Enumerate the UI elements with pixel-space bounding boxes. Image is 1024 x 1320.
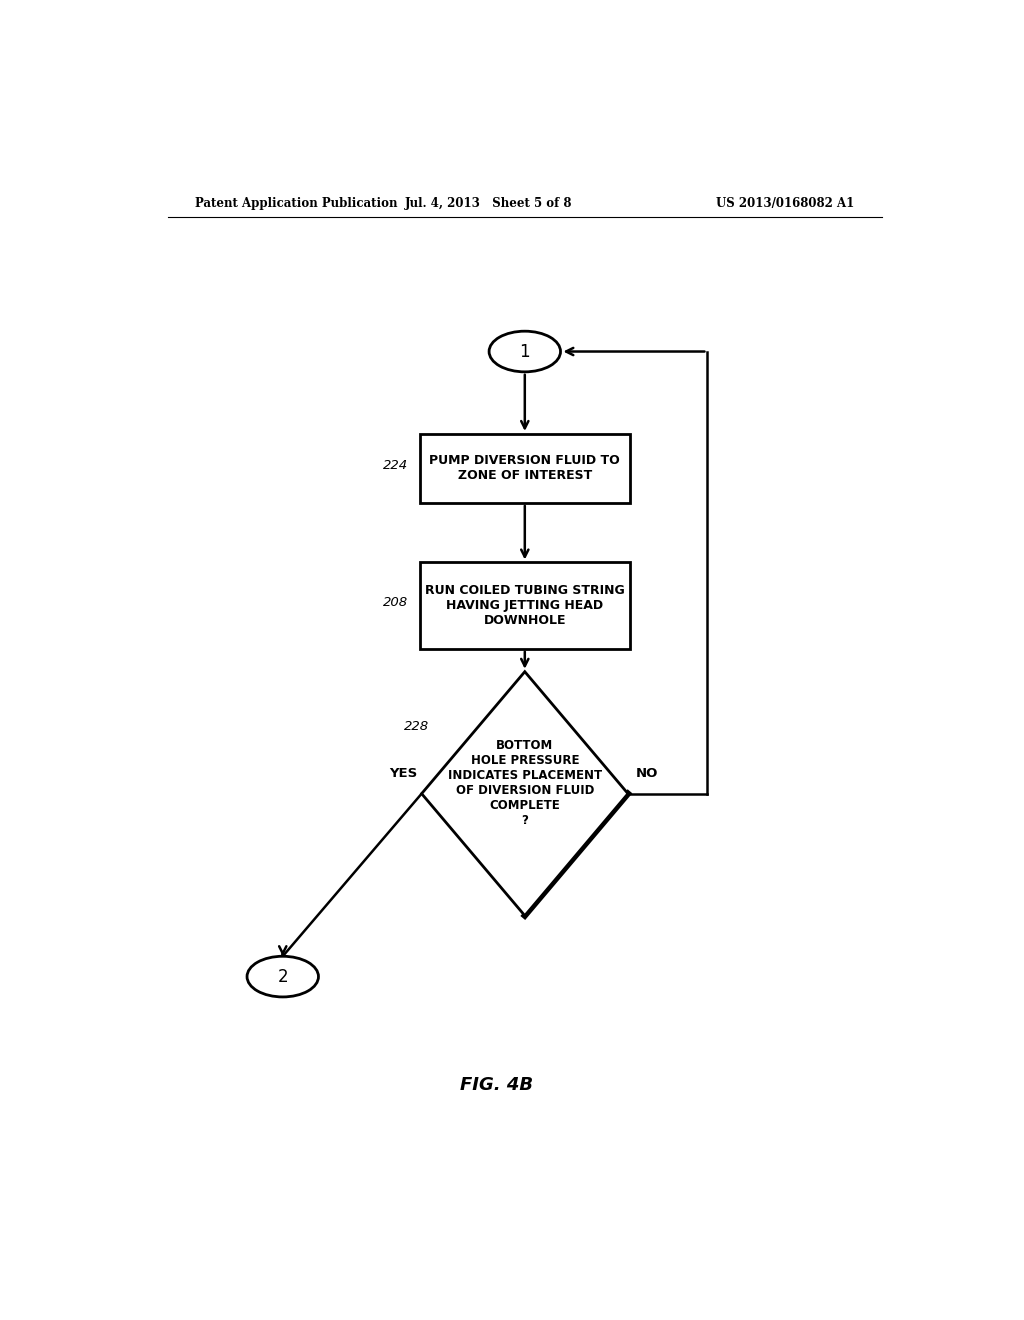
Ellipse shape [247,956,318,997]
Text: 208: 208 [383,597,408,609]
Text: PUMP DIVERSION FLUID TO
ZONE OF INTEREST: PUMP DIVERSION FLUID TO ZONE OF INTEREST [429,454,621,482]
Text: RUN COILED TUBING STRING
HAVING JETTING HEAD
DOWNHOLE: RUN COILED TUBING STRING HAVING JETTING … [425,585,625,627]
Text: 2: 2 [278,968,288,986]
FancyBboxPatch shape [420,434,630,503]
Text: FIG. 4B: FIG. 4B [461,1076,534,1094]
Text: 228: 228 [404,721,430,733]
FancyBboxPatch shape [420,562,630,649]
Text: 1: 1 [519,342,530,360]
Text: Jul. 4, 2013   Sheet 5 of 8: Jul. 4, 2013 Sheet 5 of 8 [406,197,572,210]
Text: US 2013/0168082 A1: US 2013/0168082 A1 [716,197,854,210]
Text: YES: YES [389,767,418,780]
Text: 224: 224 [383,459,408,471]
Text: BOTTOM
HOLE PRESSURE
INDICATES PLACEMENT
OF DIVERSION FLUID
COMPLETE
?: BOTTOM HOLE PRESSURE INDICATES PLACEMENT… [447,739,602,828]
Text: NO: NO [636,767,658,780]
Polygon shape [422,672,628,916]
Ellipse shape [489,331,560,372]
Text: Patent Application Publication: Patent Application Publication [196,197,398,210]
